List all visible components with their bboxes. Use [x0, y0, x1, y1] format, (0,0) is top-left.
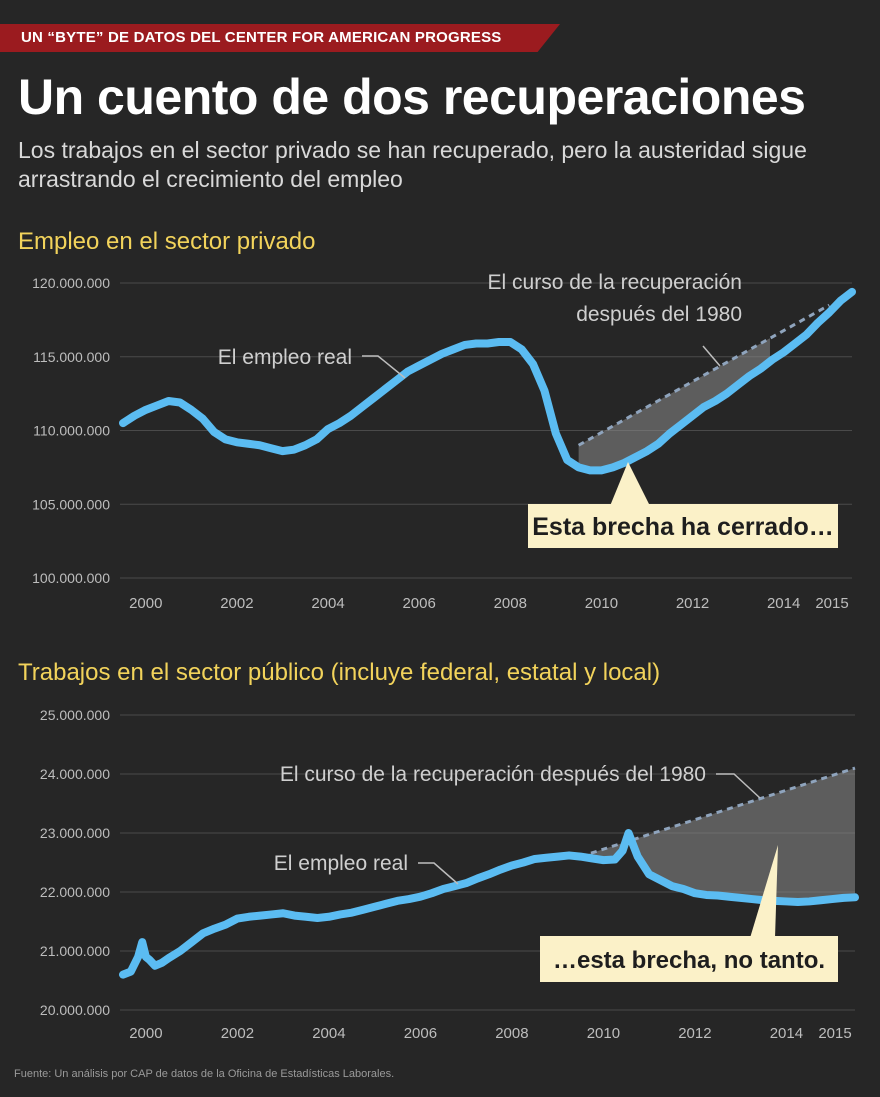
- page-title: Un cuento de dos recuperaciones: [18, 69, 806, 125]
- annotation-trend-label-line2: después del 1980: [576, 303, 742, 326]
- source-note: Fuente: Un análisis por CAP de datos de …: [14, 1068, 395, 1080]
- actual-series-line: [119, 829, 859, 979]
- chart-title-private: Empleo en el sector privado: [18, 228, 316, 255]
- y-tick-label: 100.000.000: [32, 570, 110, 586]
- page-subtitle: Los trabajos en el sector privado se han…: [18, 137, 807, 192]
- annotation-trend-leader: [702, 345, 721, 367]
- x-tick-label: 2004: [312, 1025, 345, 1042]
- x-tick-label: 2015: [815, 595, 848, 612]
- annotation-actual-label: El empleo real: [218, 346, 352, 369]
- gap-shading: [578, 338, 770, 471]
- annotation-trend-label: El curso de la recuperación después del …: [280, 763, 706, 786]
- x-tick-label: 2000: [129, 1025, 162, 1042]
- x-tick-label: 2014: [767, 595, 800, 612]
- annotation-actual-label: El empleo real: [274, 852, 408, 875]
- x-tick-label: 2015: [818, 1025, 851, 1042]
- callout-pointer: [750, 845, 778, 938]
- actual-series-line: [119, 287, 856, 475]
- callout-box: [540, 936, 838, 982]
- gap-shading: [580, 768, 855, 903]
- callout-pointer: [610, 462, 650, 506]
- y-tick-label: 110.000.000: [33, 423, 110, 439]
- annotation-actual-leader: [362, 355, 406, 379]
- annotation-trend-label: El curso de la recuperación: [488, 271, 742, 294]
- chart-title-public: Trabajos en el sector público (incluye f…: [18, 659, 661, 686]
- y-tick-label: 25.000.000: [40, 707, 110, 723]
- y-tick-label: 23.000.000: [40, 825, 110, 841]
- x-tick-label: 2010: [585, 595, 618, 612]
- banner-text: UN “BYTE” DE DATOS DEL CENTER FOR AMERIC…: [21, 29, 502, 46]
- x-tick-label: 2012: [678, 1025, 711, 1042]
- annotation-trend-leader: [716, 773, 761, 799]
- y-tick-label: 105.000.000: [32, 496, 110, 512]
- banner: UN “BYTE” DE DATOS DEL CENTER FOR AMERIC…: [0, 24, 560, 52]
- x-tick-label: 2014: [770, 1025, 803, 1042]
- x-tick-label: 2002: [221, 1025, 254, 1042]
- callout-text: Esta brecha ha cerrado…: [532, 513, 834, 541]
- y-tick-label: 21.000.000: [40, 943, 110, 959]
- callout-box: [528, 504, 838, 548]
- callout-text: …esta brecha, no tanto.: [553, 947, 825, 974]
- x-tick-label: 2000: [129, 595, 162, 612]
- trend-series-line: [577, 303, 830, 447]
- y-tick-label: 22.000.000: [40, 884, 110, 900]
- annotation-actual-leader: [418, 862, 459, 885]
- x-tick-label: 2002: [220, 595, 253, 612]
- y-tick-label: 120.000.000: [32, 275, 110, 291]
- y-tick-label: 20.000.000: [40, 1002, 110, 1018]
- x-tick-label: 2004: [311, 595, 344, 612]
- y-tick-label: 24.000.000: [40, 766, 110, 782]
- x-tick-label: 2012: [676, 595, 709, 612]
- x-tick-label: 2008: [495, 1025, 528, 1042]
- x-tick-label: 2008: [494, 595, 527, 612]
- y-tick-label: 115.000.000: [33, 349, 110, 365]
- x-tick-label: 2006: [404, 1025, 437, 1042]
- x-tick-label: 2006: [402, 595, 435, 612]
- x-tick-label: 2010: [587, 1025, 620, 1042]
